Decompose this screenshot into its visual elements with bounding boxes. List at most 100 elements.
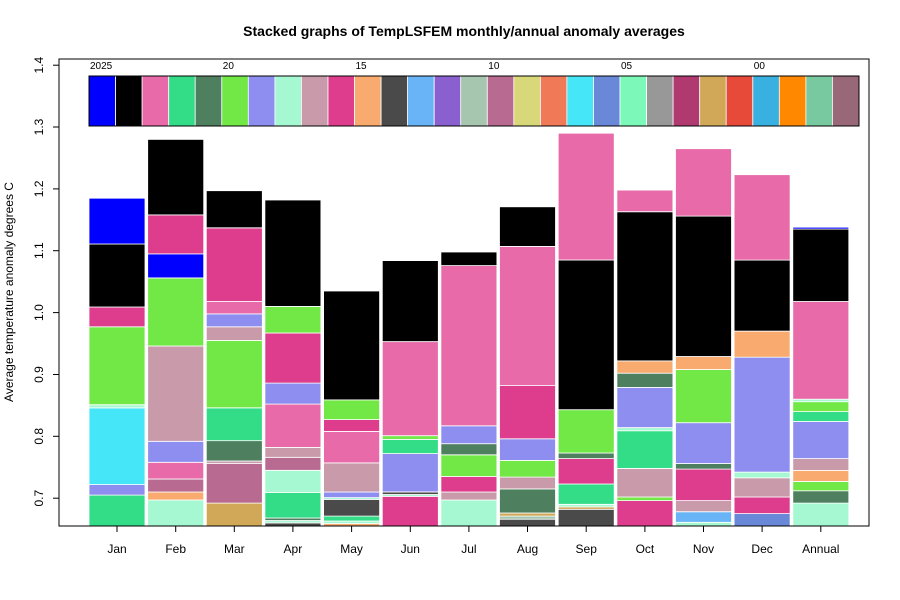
- y-tick-label-1.2: 1.2: [32, 180, 46, 197]
- bar-segment-nov-1: [675, 511, 732, 523]
- bar-sep: [557, 132, 615, 527]
- bar-segment-sep-3: [557, 483, 615, 505]
- bar-segment-mar-10: [205, 190, 263, 229]
- legend-year-label-15: 15: [356, 61, 368, 72]
- legend-swatch-14: [460, 75, 488, 127]
- bar-segment-jul-0: [440, 499, 498, 527]
- bar-segment-jun-3: [381, 453, 439, 493]
- bar-segment-oct-5: [616, 386, 674, 428]
- bar-segment-dec-0: [733, 513, 791, 527]
- bar-segment-oct-6: [616, 372, 674, 388]
- bar-segment-jul-5: [440, 425, 498, 445]
- bar-segment-jul-4: [440, 443, 498, 456]
- legend-swatch-6: [247, 75, 276, 127]
- bar-annual: [792, 226, 850, 527]
- y-tick-label-0.8: 0.8: [32, 428, 46, 445]
- bar-segment-feb-5: [147, 345, 205, 442]
- bar-segment-jan-2: [88, 407, 146, 485]
- bar-segment-feb-4: [147, 440, 205, 463]
- legend-swatch-25: [752, 75, 780, 127]
- bar-segment-jan-7: [88, 197, 146, 245]
- bar-segment-aug-0: [499, 518, 556, 527]
- bar-segment-mar-8: [205, 301, 263, 315]
- bar-segment-mar-6: [205, 326, 263, 341]
- bar-may: [323, 290, 381, 527]
- bar-segment-apr-9: [264, 332, 322, 384]
- bar-segment-may-7: [323, 430, 381, 464]
- bar-segment-sep-6: [557, 409, 615, 454]
- bar-segment-mar-9: [205, 227, 263, 302]
- bar-segment-mar-1: [205, 463, 263, 504]
- bar-segment-may-5: [323, 491, 381, 498]
- legend-swatch-2: [141, 75, 170, 127]
- bar-segment-feb-2: [147, 478, 205, 493]
- bar-segment-dec-1: [733, 496, 791, 514]
- bar-segment-may-1: [323, 520, 381, 524]
- legend-swatch-5: [221, 75, 249, 127]
- bar-segment-aug-3: [499, 488, 556, 514]
- legend-swatch-17: [540, 75, 568, 127]
- bar-segment-apr-5: [264, 456, 322, 471]
- bar-segment-jun-5: [381, 435, 439, 440]
- bar-segment-jan-3: [88, 404, 146, 409]
- bar-segment-annual-3: [792, 469, 850, 482]
- bar-segment-jan-6: [88, 243, 146, 308]
- bar-segment-nov-4: [675, 463, 732, 470]
- bar-segment-dec-3: [733, 471, 791, 479]
- bar-segment-aug-9: [499, 206, 556, 247]
- axes-layer: 0.7 0.8 0.9 1.0 1.1 1.2 1.3 1.4 Jan Feb Mar Apr May J…: [32, 57, 839, 556]
- bar-segment-oct-3: [616, 430, 674, 469]
- bar-segment-oct-2: [616, 468, 674, 498]
- bar-segment-oct-9: [616, 189, 674, 213]
- bar-jan: [88, 197, 146, 527]
- bar-jun: [381, 260, 439, 527]
- bar-segment-jul-6: [440, 265, 498, 427]
- chart-title: Stacked graphs of TempLSFEM monthly/annu…: [243, 23, 685, 39]
- bar-segment-nov-2: [675, 500, 732, 513]
- legend-swatch-20: [619, 75, 648, 127]
- bar-segment-aug-6: [499, 438, 556, 461]
- bar-segment-nov-8: [675, 215, 732, 357]
- bar-segment-mar-3: [205, 440, 263, 462]
- bar-segment-nov-5: [675, 422, 732, 464]
- x-tick-label-sep: Sep: [576, 542, 598, 556]
- y-tick-label-0.7: 0.7: [32, 490, 46, 507]
- bar-segment-oct-0: [616, 500, 674, 527]
- bar-segment-may-9: [323, 399, 381, 420]
- legend-year-label-2025: 2025: [90, 61, 113, 72]
- legend-swatch-15: [486, 75, 515, 127]
- bar-segment-apr-10: [264, 305, 322, 334]
- bar-segment-may-6: [323, 462, 381, 493]
- bar-segment-annual-7: [792, 401, 850, 413]
- bar-segment-apr-7: [264, 403, 322, 448]
- bar-segment-dec-2: [733, 477, 791, 498]
- bar-segment-apr-3: [264, 492, 322, 519]
- legend-swatch-0: [88, 75, 117, 127]
- x-tick-label-mar: Mar: [224, 542, 245, 556]
- bar-segment-oct-1: [616, 496, 674, 501]
- bar-segment-annual-9: [792, 301, 850, 400]
- bar-segment-jul-1: [440, 491, 498, 501]
- bar-segment-jan-5: [88, 306, 146, 328]
- bar-segment-annual-0: [792, 502, 850, 527]
- bar-oct: [616, 189, 674, 527]
- legend-swatch-19: [593, 75, 621, 127]
- bar-segment-jul-2: [440, 476, 498, 493]
- legend-swatch-11: [380, 75, 409, 127]
- bar-segment-feb-6: [147, 277, 205, 347]
- legend-layer: 2025 20 15 10 05 00: [88, 61, 860, 127]
- legend-swatch-21: [646, 75, 674, 127]
- bar-segment-aug-1: [499, 515, 556, 520]
- bar-segment-jul-7: [440, 251, 498, 267]
- plot-frame: [58, 58, 870, 527]
- bar-segment-feb-3: [147, 461, 205, 480]
- bar-segment-may-10: [323, 290, 381, 401]
- bar-nov: [675, 148, 732, 527]
- y-tick-label-1.3: 1.3: [32, 118, 46, 135]
- y-axis-label: Average temperature anomaly degrees C: [2, 182, 16, 402]
- legend-swatch-8: [300, 75, 329, 127]
- bar-segment-apr-6: [264, 446, 322, 458]
- bar-segment-annual-2: [792, 481, 850, 492]
- bar-segment-feb-1: [147, 491, 205, 501]
- legend-swatch-28: [832, 75, 860, 127]
